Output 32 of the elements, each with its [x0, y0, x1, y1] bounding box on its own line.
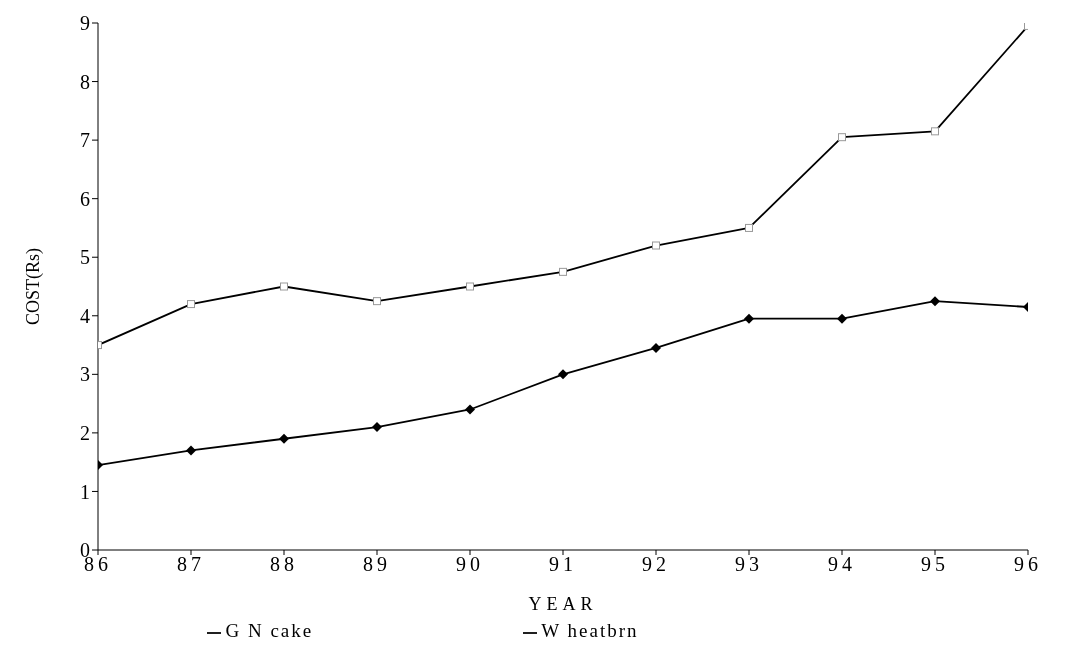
point: [651, 342, 661, 353]
y-tick-label: 1: [80, 480, 90, 503]
y-tick-label: 2: [80, 421, 90, 444]
point: [837, 313, 847, 324]
y-tick-label: 3: [80, 363, 90, 386]
y-tick-label: 4: [80, 304, 90, 327]
x-tick-label: 89: [363, 553, 391, 576]
y-tick-label: 6: [80, 187, 90, 210]
x-tick-label: 88: [270, 553, 298, 576]
x-tick-label: 96: [1014, 553, 1042, 576]
point: [372, 422, 382, 433]
x-axis-title: YEAR: [528, 594, 598, 614]
legend-label: W heatbrn: [541, 620, 639, 641]
point: [186, 445, 196, 456]
x-tick-label: 92: [642, 553, 670, 576]
x-tick-label: 94: [828, 553, 856, 576]
y-tick-label: 9: [80, 12, 90, 35]
point: [465, 404, 475, 415]
y-tick-label: 8: [80, 70, 90, 93]
legend-label: G N cake: [225, 620, 314, 641]
x-tick-label: 93: [735, 553, 763, 576]
x-tick-label: 87: [177, 553, 205, 576]
y-tick-label: 7: [80, 129, 90, 152]
point: [558, 369, 568, 380]
point: [744, 313, 754, 324]
point: [279, 433, 289, 444]
y-axis-title: COST(Rs): [23, 247, 45, 326]
y-tick-label: 5: [80, 246, 90, 269]
point: [930, 296, 940, 307]
x-tick-label: 91: [549, 553, 577, 576]
x-tick-label: 95: [921, 553, 949, 576]
x-tick-label: 90: [456, 553, 484, 576]
